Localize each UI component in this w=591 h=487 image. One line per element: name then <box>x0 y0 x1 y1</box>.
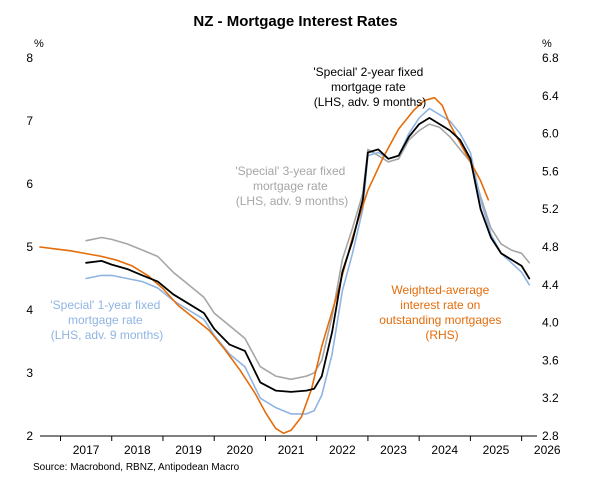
right-tick-label: 6.8 <box>542 51 559 65</box>
x-tick-label: 2025 <box>483 443 510 457</box>
x-tick-label: 2020 <box>226 443 253 457</box>
right-tick-label: 5.6 <box>542 164 559 178</box>
x-tick-label: 2021 <box>278 443 305 457</box>
left-axis-unit: % <box>34 38 44 50</box>
x-axis-ticks: 2017 2018 2019 2020 2021 2022 2023 2024 2025 2026 <box>59 436 561 457</box>
series-2yr-line <box>85 117 531 393</box>
x-tick-label: 2019 <box>175 443 202 457</box>
right-tick-label: 4.8 <box>542 240 559 254</box>
series-weighted-average-line <box>39 96 490 435</box>
x-tick-label: 2024 <box>431 443 458 457</box>
x-tick-label: 2022 <box>329 443 356 457</box>
series-1yr-line <box>85 107 531 415</box>
x-tick-label: 2026 <box>534 443 561 457</box>
left-tick-label: 7 <box>26 114 33 128</box>
right-tick-label: 4.0 <box>542 316 559 330</box>
left-tick-label: 6 <box>26 177 33 191</box>
source-note: Source: Macrobond, RBNZ, Antipodean Macr… <box>33 462 240 473</box>
annotation-1yr: 'Special' 1-year fixed mortgage rate (LH… <box>50 298 163 342</box>
right-tick-label: 6.4 <box>542 89 559 103</box>
annotation-weighted-average: Weighted-average interest rate on outsta… <box>379 283 504 342</box>
left-axis-ticks: 2 3 4 5 6 7 8 <box>26 51 33 443</box>
x-tick-label: 2017 <box>73 443 100 457</box>
left-tick-label: 3 <box>26 366 33 380</box>
annotation-2yr: 'Special' 2-year fixed mortgage rate (LH… <box>313 65 426 109</box>
x-tick-label: 2018 <box>124 443 151 457</box>
left-tick-label: 8 <box>26 51 33 65</box>
left-tick-label: 4 <box>26 303 33 317</box>
annotation-3yr: 'Special' 3-year fixed mortgage rate (LH… <box>235 164 348 208</box>
right-tick-label: 2.8 <box>542 429 559 443</box>
right-tick-label: 5.2 <box>542 202 559 216</box>
left-tick-label: 2 <box>26 429 33 443</box>
right-tick-label: 3.6 <box>542 353 559 367</box>
right-axis-ticks: 2.8 3.2 3.6 4.0 4.4 4.8 5.2 5.6 6.0 6.4 6.8 <box>542 51 559 443</box>
right-tick-label: 6.0 <box>542 127 559 141</box>
x-tick-label: 2023 <box>380 443 407 457</box>
right-tick-label: 4.4 <box>542 278 559 292</box>
right-tick-label: 3.2 <box>542 391 559 405</box>
left-tick-label: 5 <box>26 240 33 254</box>
series-layer <box>39 96 531 435</box>
right-axis-unit: % <box>542 38 552 50</box>
series-3yr-line <box>85 123 531 381</box>
chart-title: NZ - Mortgage Interest Rates <box>193 13 397 30</box>
